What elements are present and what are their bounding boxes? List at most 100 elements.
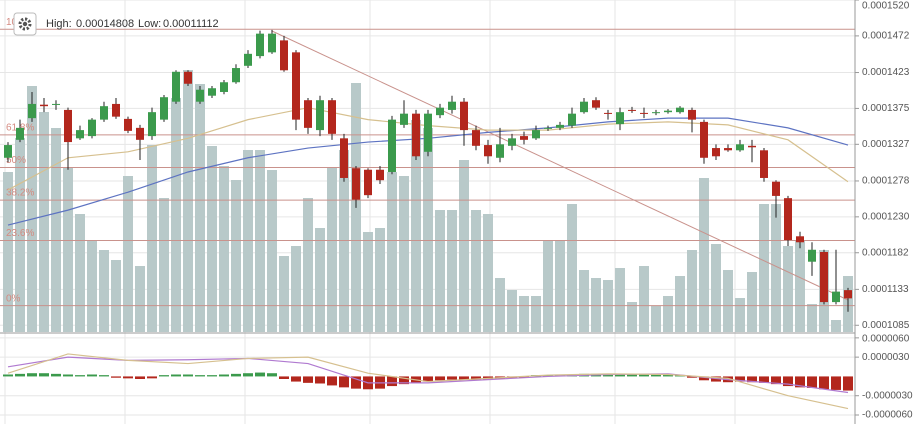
volume-bar bbox=[723, 270, 733, 332]
candle-body bbox=[196, 89, 204, 102]
macd-histogram-bar bbox=[339, 376, 349, 388]
macd-histogram-bar bbox=[843, 376, 853, 391]
volume-bar bbox=[447, 210, 457, 332]
candle-body bbox=[664, 110, 672, 113]
volume-bar bbox=[339, 150, 349, 332]
macd-histogram-bar bbox=[123, 376, 133, 379]
candle-body bbox=[268, 33, 276, 53]
candle-body bbox=[100, 106, 108, 120]
volume-bar bbox=[159, 198, 169, 332]
y-tick-label: -0.0000060 bbox=[862, 410, 913, 421]
volume-bar bbox=[51, 128, 61, 332]
candle-body bbox=[472, 130, 480, 146]
candle-body bbox=[844, 290, 852, 299]
candle-body bbox=[544, 127, 552, 129]
candle-body bbox=[676, 107, 684, 113]
macd-histogram-bar bbox=[651, 374, 661, 377]
candle-body bbox=[652, 112, 660, 114]
candle-body bbox=[688, 109, 696, 120]
macd-histogram-bar bbox=[267, 373, 277, 377]
candle-body bbox=[352, 168, 360, 200]
macd-histogram-bar bbox=[747, 376, 757, 383]
volume-bar bbox=[363, 232, 373, 332]
candle-body bbox=[484, 145, 492, 157]
macd-histogram-bar bbox=[231, 373, 241, 377]
macd-histogram-bar bbox=[327, 376, 337, 386]
candle-body bbox=[16, 127, 24, 140]
macd-histogram-bar bbox=[15, 373, 25, 377]
macd-histogram-bar bbox=[27, 373, 37, 377]
macd-histogram-bar bbox=[447, 376, 457, 380]
macd-histogram-bar bbox=[831, 376, 841, 390]
macd-histogram-bar bbox=[51, 373, 61, 377]
macd-histogram-bar bbox=[387, 376, 397, 387]
candle-body bbox=[748, 145, 756, 148]
macd-histogram-bar bbox=[687, 376, 697, 378]
candle-body bbox=[40, 104, 48, 107]
volume-bar bbox=[315, 228, 325, 332]
y-tick-label: 0.0001085 bbox=[862, 320, 910, 331]
candle-body bbox=[124, 118, 132, 131]
candle-body bbox=[640, 112, 648, 114]
macd-histogram-bar bbox=[423, 376, 433, 382]
y-tick-label: 0.0001423 bbox=[862, 67, 910, 78]
fib-label: 38.2% bbox=[6, 188, 34, 199]
macd-histogram-bar bbox=[279, 376, 289, 379]
y-tick-label: -0.0000030 bbox=[862, 390, 913, 401]
macd-histogram-bar bbox=[807, 376, 817, 388]
candle-body bbox=[592, 100, 600, 108]
candles bbox=[4, 29, 852, 312]
macd-histogram-bar bbox=[771, 376, 781, 385]
macd-histogram-bar bbox=[435, 376, 445, 381]
candle-body bbox=[808, 249, 816, 262]
low-value: 0.00011112 bbox=[163, 18, 219, 30]
candle-body bbox=[772, 181, 780, 196]
volume-bar bbox=[771, 204, 781, 332]
y-tick-label: 0.0000060 bbox=[862, 334, 910, 345]
volume-bar bbox=[795, 240, 805, 332]
candle-body bbox=[76, 130, 84, 139]
candle-body bbox=[556, 124, 564, 128]
candle-body bbox=[184, 71, 192, 84]
volume-bar bbox=[39, 112, 49, 332]
candle-body bbox=[832, 291, 840, 303]
volume-bar bbox=[183, 70, 193, 332]
candle-body bbox=[448, 101, 456, 110]
fib-label: 50% bbox=[6, 155, 26, 166]
macd-histogram-bar bbox=[147, 376, 157, 379]
macd-histogram-bar bbox=[315, 376, 325, 384]
candle-body bbox=[376, 169, 384, 181]
volume-bar bbox=[75, 214, 85, 332]
macd-histogram-bar bbox=[603, 374, 613, 377]
volume-bar bbox=[615, 268, 625, 332]
macd-histogram-bar bbox=[639, 374, 649, 377]
volume-bar bbox=[291, 246, 301, 332]
volume-bar bbox=[27, 86, 37, 332]
volume-bar bbox=[255, 150, 265, 332]
macd-histogram-bar bbox=[171, 374, 181, 377]
candle-body bbox=[520, 136, 528, 140]
price-axis: 0.0001520 0.0001472 0.0001423 0.0001375 0.00… bbox=[855, 0, 913, 421]
volume-bar bbox=[735, 298, 745, 332]
volume-bar bbox=[87, 240, 97, 332]
volume-bar bbox=[759, 204, 769, 332]
macd-line bbox=[7, 353, 849, 410]
volume-bar bbox=[531, 296, 541, 332]
high-value: 0.00014808 bbox=[76, 18, 134, 30]
volume-bar bbox=[327, 168, 337, 332]
macd-histogram-bar bbox=[759, 376, 769, 383]
candle-body bbox=[628, 109, 636, 111]
macd-histogram-bar bbox=[111, 376, 121, 378]
volume-bar bbox=[279, 256, 289, 332]
volume-bar bbox=[411, 120, 421, 332]
volume-bar bbox=[711, 244, 721, 332]
candle-body bbox=[64, 109, 72, 143]
macd-histogram-bar bbox=[75, 375, 85, 377]
macd-histogram-bar bbox=[459, 376, 469, 380]
volume-bar bbox=[663, 296, 673, 332]
macd-panel bbox=[3, 353, 853, 410]
volume-bar bbox=[111, 260, 121, 332]
volume-bar bbox=[207, 146, 217, 332]
candle-body bbox=[232, 68, 240, 83]
macd-histogram-bar bbox=[627, 374, 637, 377]
